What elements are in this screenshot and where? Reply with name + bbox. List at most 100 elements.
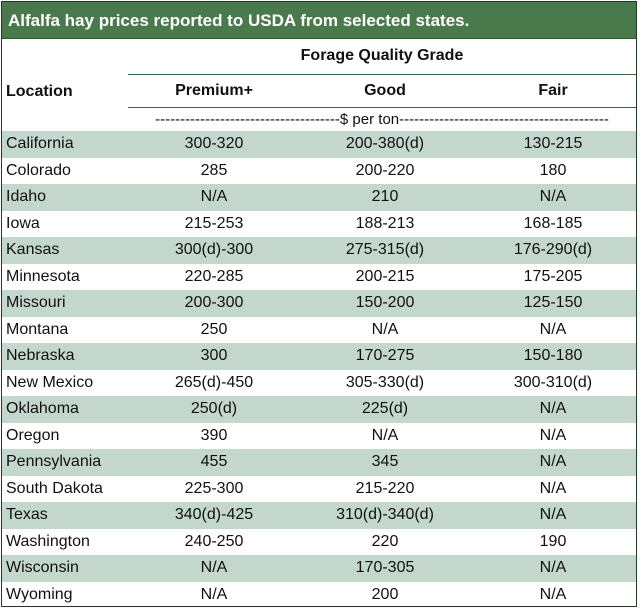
cell-fair: 300-310(d) (470, 369, 636, 396)
table-row: Washington 240-250 220 190 (2, 528, 636, 555)
cell-location: New Mexico (2, 369, 128, 396)
cell-location: Iowa (2, 210, 128, 237)
cell-premium: 250 (128, 316, 300, 343)
header-location: Location (2, 39, 128, 107)
cell-fair: 175-205 (470, 263, 636, 290)
price-table: Location Forage Quality Grade Premium+ G… (2, 39, 636, 606)
cell-location: Washington (2, 528, 128, 555)
table-row: Montana 250 N/A N/A (2, 316, 636, 343)
cell-location: Minnesota (2, 263, 128, 290)
cell-good: 225(d) (300, 396, 470, 423)
cell-fair: 176-290(d) (470, 237, 636, 264)
cell-good: 310(d)-340(d) (300, 502, 470, 529)
cell-fair: N/A (470, 449, 636, 476)
cell-good: 215-220 (300, 475, 470, 502)
table-body: California 300-320 200-380(d) 130-215 Colora… (2, 131, 636, 606)
cell-good: 210 (300, 184, 470, 211)
cell-fair: N/A (470, 422, 636, 449)
cell-fair: N/A (470, 581, 636, 606)
cell-good: 275-315(d) (300, 237, 470, 264)
cell-premium: 300 (128, 343, 300, 370)
header-good: Good (300, 74, 470, 107)
cell-premium: 300-320 (128, 131, 300, 158)
cell-premium: 285 (128, 157, 300, 184)
cell-good: 200-220 (300, 157, 470, 184)
cell-fair: 168-185 (470, 210, 636, 237)
cell-location: Nebraska (2, 343, 128, 370)
cell-fair: N/A (470, 316, 636, 343)
table-row: Texas 340(d)-425 310(d)-340(d) N/A (2, 502, 636, 529)
table-row: Wyoming N/A 200 N/A (2, 581, 636, 606)
cell-fair: N/A (470, 184, 636, 211)
unit-row: -------------------------------------$ p… (128, 106, 636, 131)
cell-fair: 130-215 (470, 131, 636, 158)
table-row: Oregon 390 N/A N/A (2, 422, 636, 449)
cell-fair: N/A (470, 555, 636, 582)
table-title: Alfalfa hay prices reported to USDA from… (2, 2, 636, 39)
cell-premium: 225-300 (128, 475, 300, 502)
cell-location: Missouri (2, 290, 128, 317)
cell-fair: N/A (470, 475, 636, 502)
table-row: Missouri 200-300 150-200 125-150 (2, 290, 636, 317)
cell-premium: 300(d)-300 (128, 237, 300, 264)
cell-location: Montana (2, 316, 128, 343)
cell-location: Kansas (2, 237, 128, 264)
cell-good: 170-305 (300, 555, 470, 582)
table-row: California 300-320 200-380(d) 130-215 (2, 131, 636, 158)
cell-location: Colorado (2, 157, 128, 184)
header-forage-quality-grade: Forage Quality Grade (128, 39, 636, 75)
header-fair: Fair (470, 74, 636, 107)
table-row: Minnesota 220-285 200-215 175-205 (2, 263, 636, 290)
cell-good: 305-330(d) (300, 369, 470, 396)
cell-fair: 150-180 (470, 343, 636, 370)
cell-location: Pennsylvania (2, 449, 128, 476)
cell-fair: 190 (470, 528, 636, 555)
cell-premium: 455 (128, 449, 300, 476)
cell-premium: 215-253 (128, 210, 300, 237)
table-row: Pennsylvania 455 345 N/A (2, 449, 636, 476)
table-row: Kansas 300(d)-300 275-315(d) 176-290(d) (2, 237, 636, 264)
cell-good: 200-380(d) (300, 131, 470, 158)
table-row: Colorado 285 200-220 180 (2, 157, 636, 184)
cell-good: 150-200 (300, 290, 470, 317)
cell-location: Wisconsin (2, 555, 128, 582)
table-row: Iowa 215-253 188-213 168-185 (2, 210, 636, 237)
cell-good: 345 (300, 449, 470, 476)
cell-fair: N/A (470, 396, 636, 423)
cell-good: N/A (300, 422, 470, 449)
cell-location: Wyoming (2, 581, 128, 606)
cell-premium: 220-285 (128, 263, 300, 290)
cell-premium: 200-300 (128, 290, 300, 317)
cell-fair: N/A (470, 502, 636, 529)
table-row: South Dakota 225-300 215-220 N/A (2, 475, 636, 502)
cell-premium: N/A (128, 581, 300, 606)
table-row: Idaho N/A 210 N/A (2, 184, 636, 211)
cell-premium: 340(d)-425 (128, 502, 300, 529)
table-row: Nebraska 300 170-275 150-180 (2, 343, 636, 370)
cell-good: 200-215 (300, 263, 470, 290)
table-row: Oklahoma 250(d) 225(d) N/A (2, 396, 636, 423)
cell-location: Texas (2, 502, 128, 529)
cell-good: 220 (300, 528, 470, 555)
cell-good: 170-275 (300, 343, 470, 370)
cell-premium: 265(d)-450 (128, 369, 300, 396)
cell-location: Oregon (2, 422, 128, 449)
cell-good: N/A (300, 316, 470, 343)
cell-premium: 250(d) (128, 396, 300, 423)
cell-location: South Dakota (2, 475, 128, 502)
cell-fair: 125-150 (470, 290, 636, 317)
header-premium: Premium+ (128, 74, 300, 107)
cell-premium: N/A (128, 555, 300, 582)
cell-location: Oklahoma (2, 396, 128, 423)
cell-good: 188-213 (300, 210, 470, 237)
table-row: Wisconsin N/A 170-305 N/A (2, 555, 636, 582)
cell-location: Idaho (2, 184, 128, 211)
table-row: New Mexico 265(d)-450 305-330(d) 300-310(d) (2, 369, 636, 396)
cell-fair: 180 (470, 157, 636, 184)
cell-good: 200 (300, 581, 470, 606)
cell-premium: 390 (128, 422, 300, 449)
cell-premium: N/A (128, 184, 300, 211)
cell-premium: 240-250 (128, 528, 300, 555)
cell-location: California (2, 131, 128, 158)
